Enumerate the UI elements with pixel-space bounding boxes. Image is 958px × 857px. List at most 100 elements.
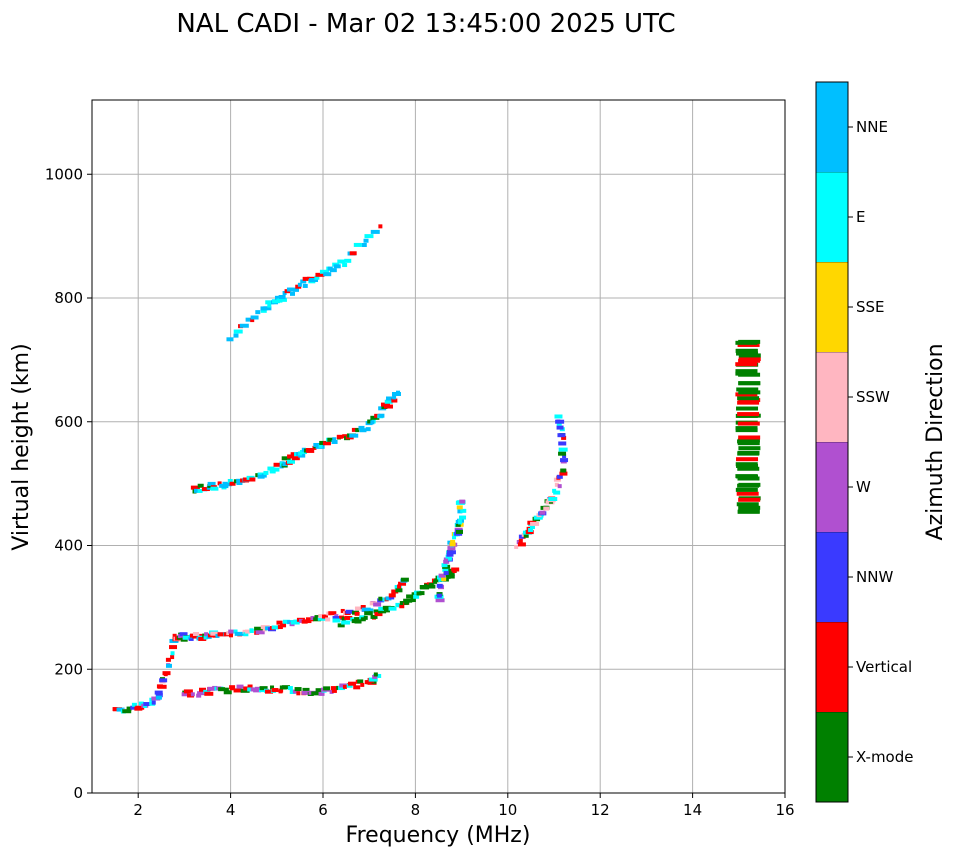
- x-tick-label: 14: [683, 801, 702, 819]
- plot-frame: [91, 99, 786, 794]
- echo-point: [233, 329, 243, 334]
- echo-point: [735, 362, 758, 367]
- echo-point: [217, 481, 222, 486]
- echo-point: [400, 577, 409, 582]
- echo-point: [151, 700, 156, 705]
- echo-point: [226, 337, 234, 342]
- echo-point: [735, 487, 758, 492]
- echo-point: [444, 557, 449, 562]
- echo-point: [271, 688, 279, 693]
- echo-point: [323, 272, 332, 277]
- echo-point: [556, 474, 563, 479]
- echo-point: [296, 691, 301, 696]
- echo-point: [378, 224, 383, 229]
- echo-point: [388, 606, 397, 611]
- echo-point: [554, 414, 563, 419]
- echo-point: [207, 481, 216, 486]
- trace-15-2-mhz-band: [735, 339, 761, 514]
- echo-point: [548, 496, 558, 501]
- echo-point: [201, 487, 210, 492]
- echo-point: [436, 593, 442, 598]
- echo-point: [449, 542, 456, 547]
- echo-point: [370, 420, 375, 425]
- echo-point: [321, 614, 328, 619]
- echo-point: [378, 609, 387, 614]
- echo-point: [245, 629, 251, 634]
- echo-point: [193, 632, 200, 637]
- echo-point: [447, 546, 456, 551]
- echo-point: [737, 466, 760, 471]
- echo-point: [389, 595, 395, 600]
- data-layer: [112, 224, 761, 714]
- echo-point: [282, 462, 288, 467]
- echo-point: [368, 611, 373, 616]
- echo-point: [386, 396, 395, 401]
- colorbar-segment: [816, 622, 848, 712]
- colorbar-segment: [816, 82, 848, 172]
- echo-point: [738, 482, 761, 487]
- echo-point: [116, 707, 125, 712]
- echo-point: [364, 234, 374, 239]
- echo-point: [360, 682, 365, 687]
- echo-point: [413, 594, 420, 599]
- echo-point: [396, 390, 401, 395]
- echo-point: [243, 632, 249, 637]
- echo-point: [556, 425, 564, 430]
- echo-point: [525, 530, 534, 535]
- echo-point: [155, 693, 163, 698]
- echo-point: [330, 686, 338, 691]
- echo-point: [217, 632, 226, 637]
- echo-point: [441, 576, 447, 581]
- echo-point: [516, 540, 521, 545]
- echo-point: [514, 544, 519, 549]
- echo-point: [157, 684, 167, 689]
- echo-point: [446, 552, 454, 557]
- echo-point: [403, 598, 413, 603]
- echo-point: [172, 633, 177, 638]
- echo-point: [170, 651, 175, 656]
- echo-point: [460, 508, 467, 513]
- echo-point: [374, 413, 381, 418]
- colorbar-frame: [815, 81, 849, 803]
- echo-point: [337, 259, 346, 264]
- echo-point: [240, 688, 250, 693]
- echo-point: [354, 606, 363, 611]
- echo-point: [190, 485, 200, 490]
- echo-point: [736, 457, 759, 462]
- echo-point: [197, 691, 207, 696]
- echo-point: [530, 521, 540, 526]
- colorbar-tick-label: W: [856, 478, 871, 496]
- echo-point: [259, 686, 268, 691]
- trace-upper-faint-trace: [226, 224, 383, 342]
- echo-point: [445, 574, 455, 579]
- echo-point: [247, 684, 253, 689]
- trace-f1-o-mode-trace: [112, 577, 409, 714]
- echo-point: [197, 483, 204, 488]
- echo-point: [435, 598, 445, 603]
- echo-point: [338, 686, 346, 691]
- y-tick-label: 1000: [45, 165, 83, 183]
- echo-point: [336, 434, 343, 439]
- echo-point: [286, 459, 295, 464]
- echo-point: [301, 447, 306, 452]
- echo-point: [282, 619, 290, 624]
- echo-point: [736, 463, 759, 468]
- echo-point: [287, 686, 293, 691]
- echo-point: [263, 306, 272, 311]
- echo-point: [737, 400, 760, 405]
- echo-point: [138, 701, 144, 706]
- echo-point: [314, 275, 320, 280]
- echo-point: [204, 632, 209, 637]
- echo-point: [341, 616, 346, 621]
- colorbar-tick-label: SSE: [856, 298, 885, 316]
- echo-point: [313, 617, 322, 622]
- echo-point: [305, 448, 314, 453]
- echo-point: [323, 686, 331, 691]
- echo-point: [383, 404, 393, 409]
- echo-point: [395, 588, 403, 593]
- echo-point: [170, 655, 175, 660]
- echo-point: [270, 685, 275, 690]
- trace-high-spread-8-9-mhz: [434, 499, 467, 603]
- echo-point: [452, 535, 457, 540]
- echo-point: [196, 693, 202, 698]
